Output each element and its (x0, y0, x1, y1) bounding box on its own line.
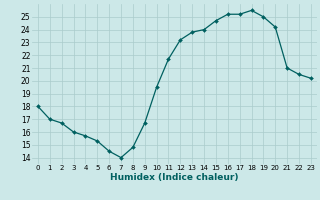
X-axis label: Humidex (Indice chaleur): Humidex (Indice chaleur) (110, 173, 239, 182)
